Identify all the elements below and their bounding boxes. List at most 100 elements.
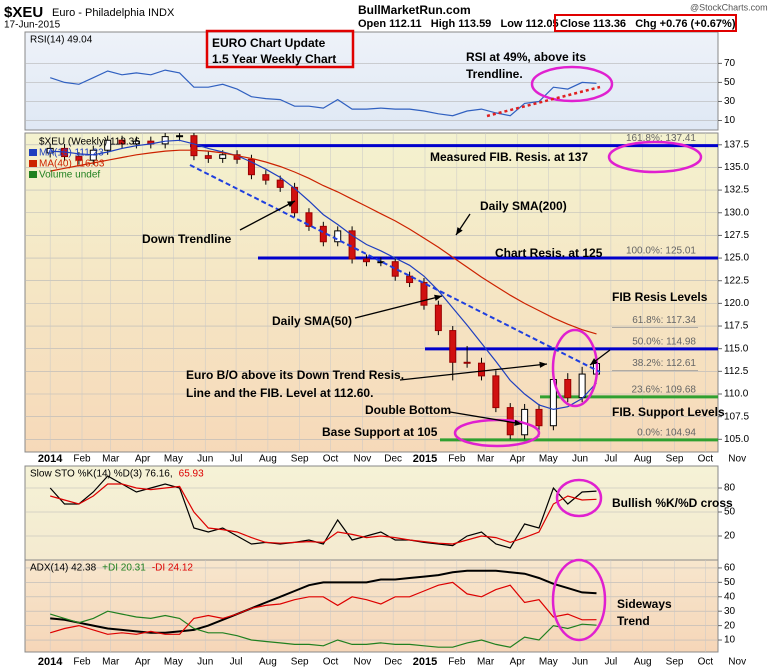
x-tick-label: Aug: [634, 657, 652, 668]
y-tick-label: 127.5: [724, 230, 749, 241]
y-tick-label: 50: [724, 577, 736, 588]
candle-body: [406, 275, 414, 284]
candle-body: [276, 179, 284, 188]
x-tick-label: Apr: [135, 657, 151, 668]
panel: 20 50 80 Slow STO %K(14) %D(3) 76.16, 65.93 B…: [24, 465, 736, 561]
x-tick-label: Apr: [135, 454, 151, 465]
y-tick-label: 117.5: [724, 321, 749, 332]
highlight-ellipse: [555, 478, 603, 518]
y-tick-label: 125.0: [724, 253, 749, 264]
close-change: Close 113.36 Chg +0.76 (+0.67%): [560, 18, 736, 30]
legend-swatch: [29, 160, 37, 167]
x-tick-label: Oct: [698, 454, 714, 465]
y-tick-label: 20: [724, 531, 736, 542]
x-tick-label: Oct: [698, 657, 714, 668]
x-tick-label: 2015: [413, 453, 437, 465]
annotation: Line and the FIB. Level at 112.60.: [186, 386, 373, 400]
panel: 10 20 30 40 50 60 2014 Feb Mar Apr May Jun Jul Aug Sep…: [24, 559, 746, 668]
annotation: Measured FIB. Resis. at 137: [430, 150, 588, 164]
legend-entry: +DI 20.31: [102, 563, 146, 574]
decorations: [189, 65, 703, 642]
annotation: FIB. Support Levels: [612, 405, 725, 419]
chart-date: 17-Jun-2015: [4, 20, 61, 31]
annotation: 1.5 Year Weekly Chart: [212, 52, 336, 66]
level-label: 50.0%: 114.98: [632, 337, 696, 348]
x-tick-label: Nov: [728, 657, 746, 668]
credit: @StockCharts.com: [690, 2, 768, 12]
panels: 10 30 50 70 RSI(14) 49.04 EURO Chart Update 1.…: [24, 31, 749, 668]
annotation: Chart Resis. at 125: [495, 246, 603, 260]
annotation: Daily SMA(200): [480, 199, 567, 213]
series-line: [50, 69, 597, 117]
legend-entry: Volume undef: [39, 170, 100, 181]
x-tick-label: Feb: [73, 657, 91, 668]
y-tick-label: 30: [724, 606, 736, 617]
panel-background: [24, 31, 719, 131]
level-label: 161.8%: 137.41: [626, 133, 696, 144]
series-line: [50, 149, 597, 335]
candle-body: [535, 408, 543, 427]
x-tick-label: Aug: [259, 454, 277, 465]
arrow-head: [434, 294, 442, 301]
x-tick-label: Jun: [197, 454, 213, 465]
candle-body: [449, 330, 457, 363]
x-tick-label: Mar: [102, 657, 120, 668]
series-line: [50, 139, 597, 411]
arrow: [449, 411, 523, 425]
annotation: Down Trendline: [142, 232, 232, 246]
x-tick-label: Oct: [323, 454, 339, 465]
annotation: Trend: [617, 614, 650, 628]
candle-body: [204, 155, 212, 159]
x-tick-label: 2015: [413, 656, 437, 668]
candle-body: [305, 212, 313, 227]
close-box: [554, 14, 737, 32]
y-tick-label: 130.0: [724, 207, 749, 218]
highlight-ellipse: [551, 328, 599, 408]
annotation: Trendline.: [466, 67, 523, 81]
level-label: 61.8%: 117.34: [632, 315, 696, 326]
candle-body: [75, 156, 83, 161]
y-tick-label: 105.0: [724, 434, 749, 445]
plot-area: [25, 560, 718, 652]
legend-entry: -DI 24.12: [152, 563, 194, 574]
plot-area: [25, 475, 718, 549]
highlight-ellipse: [607, 140, 703, 174]
y-tick-label: 50: [724, 507, 736, 518]
annotation: Base Support at 105: [322, 425, 438, 439]
panel-background: [24, 132, 719, 453]
y-tick-label: 120.0: [724, 298, 749, 309]
y-tick-label: 112.5: [724, 366, 749, 377]
y-tick-label: 135.0: [724, 162, 749, 173]
arrow: [399, 363, 548, 381]
x-tick-label: May: [164, 454, 183, 465]
x-tick-label: Jun: [197, 657, 213, 668]
annotation: RSI at 49%, above its: [466, 50, 586, 64]
x-tick-label: Jun: [572, 454, 588, 465]
annotation: Sideways: [617, 597, 672, 611]
arrow-head: [514, 419, 522, 426]
candle-body: [118, 139, 126, 145]
x-tick-label: Mar: [102, 454, 120, 465]
x-tick-label: Aug: [259, 657, 277, 668]
x-tick-label: Jun: [572, 657, 588, 668]
candle-body: [578, 373, 586, 399]
trendline: [189, 164, 601, 373]
y-tick-label: 70: [724, 58, 736, 69]
symbol: $XEU: [4, 4, 43, 21]
candle-body: [477, 362, 485, 377]
y-tick-label: 115.0: [724, 343, 749, 354]
arrow-head: [539, 361, 547, 368]
legend-entry: 65.93: [179, 469, 204, 480]
annotation: Double Bottom: [365, 403, 451, 417]
candle-body: [262, 174, 270, 181]
level-label: 23.6%: 109.68: [632, 385, 697, 396]
arrow-head: [287, 201, 295, 208]
rsi-trendline: [486, 85, 601, 118]
candle-body: [46, 147, 54, 154]
legend-entry: Slow STO %K(14) %D(3) 76.16,: [30, 469, 173, 480]
candle-body: [362, 258, 370, 263]
arrow-head: [456, 227, 463, 235]
annotation: Euro B/O above its Down Trend Resis.: [186, 368, 404, 382]
candle-body: [190, 135, 198, 157]
